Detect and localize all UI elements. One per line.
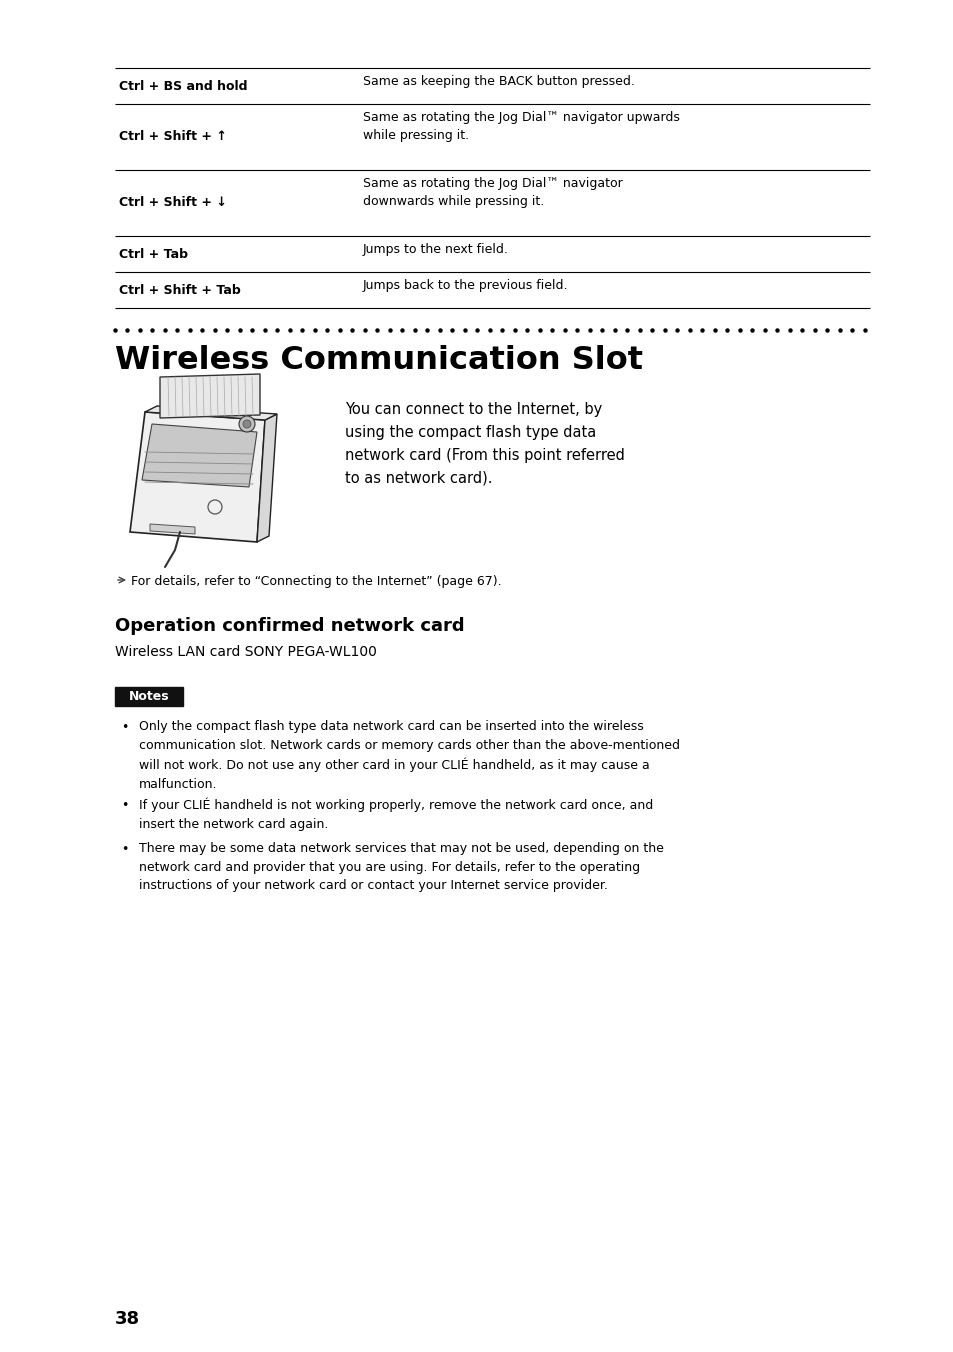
Text: •: • (121, 844, 129, 856)
Text: There may be some data network services that may not be used, depending on the
n: There may be some data network services … (139, 842, 663, 892)
Text: Same as keeping the BACK button pressed.: Same as keeping the BACK button pressed. (363, 74, 634, 88)
Polygon shape (130, 412, 265, 542)
Polygon shape (256, 414, 276, 542)
Text: Ctrl + Shift + ↑: Ctrl + Shift + ↑ (119, 131, 227, 143)
Text: •: • (121, 799, 129, 813)
Text: 38: 38 (115, 1310, 140, 1328)
Polygon shape (142, 425, 256, 487)
Text: Ctrl + Tab: Ctrl + Tab (119, 247, 188, 261)
Text: You can connect to the Internet, by
using the compact flash type data
network ca: You can connect to the Internet, by usin… (345, 402, 624, 485)
Text: Jumps back to the previous field.: Jumps back to the previous field. (363, 279, 568, 292)
Polygon shape (145, 406, 276, 420)
Text: Ctrl + Shift + ↓: Ctrl + Shift + ↓ (119, 196, 227, 210)
Circle shape (239, 416, 254, 433)
Text: Operation confirmed network card: Operation confirmed network card (115, 617, 464, 635)
Text: Jumps to the next field.: Jumps to the next field. (363, 243, 508, 256)
Text: Wireless Communication Slot: Wireless Communication Slot (115, 345, 642, 376)
Text: Ctrl + Shift + Tab: Ctrl + Shift + Tab (119, 284, 240, 296)
Circle shape (243, 420, 251, 429)
Text: If your CLIÉ handheld is not working properly, remove the network card once, and: If your CLIÉ handheld is not working pro… (139, 798, 653, 831)
Text: For details, refer to “Connecting to the Internet” (page 67).: For details, refer to “Connecting to the… (131, 575, 501, 588)
Text: Notes: Notes (129, 690, 169, 703)
Text: Same as rotating the Jog Dial™ navigator upwards
while pressing it.: Same as rotating the Jog Dial™ navigator… (363, 111, 679, 142)
Text: Same as rotating the Jog Dial™ navigator
downwards while pressing it.: Same as rotating the Jog Dial™ navigator… (363, 177, 622, 208)
Polygon shape (150, 525, 194, 534)
FancyBboxPatch shape (115, 687, 183, 706)
Text: •: • (121, 721, 129, 734)
Text: Ctrl + BS and hold: Ctrl + BS and hold (119, 80, 247, 92)
Polygon shape (160, 375, 260, 418)
Text: Wireless LAN card SONY PEGA-WL100: Wireless LAN card SONY PEGA-WL100 (115, 645, 376, 658)
Text: Only the compact flash type data network card can be inserted into the wireless
: Only the compact flash type data network… (139, 721, 679, 791)
